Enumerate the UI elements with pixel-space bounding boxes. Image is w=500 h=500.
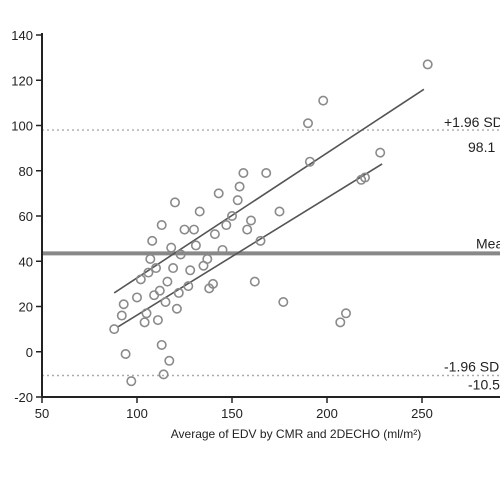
data-point — [375, 147, 386, 158]
data-point — [149, 290, 160, 301]
data-point — [340, 308, 351, 319]
data-point — [141, 308, 152, 319]
data-point — [170, 197, 181, 208]
regression-lines-layer — [113, 88, 425, 328]
y-tick-label: 140 — [11, 28, 33, 43]
data-point — [166, 242, 177, 253]
data-point — [143, 267, 154, 278]
data-point — [335, 317, 346, 328]
y-tick-label: 60 — [19, 209, 33, 224]
data-point — [261, 168, 272, 179]
data-point — [189, 224, 200, 235]
data-point — [221, 220, 232, 231]
data-point — [209, 229, 220, 240]
data-point — [249, 276, 260, 287]
data-point — [126, 376, 137, 387]
axes-layer: -20 0 20 40 60 80 100 120 140 50 100 150 200 250 — [11, 28, 500, 421]
data-point — [185, 265, 196, 276]
data-point — [132, 292, 143, 303]
data-point — [147, 235, 158, 246]
data-point — [183, 281, 194, 292]
data-point — [217, 244, 228, 255]
data-point — [162, 276, 173, 287]
data-point — [154, 285, 165, 296]
lower-loa-value: -10.5 — [468, 377, 500, 393]
data-point — [194, 206, 205, 217]
data-point — [246, 215, 257, 226]
lower-loa-label: -1.96 SD — [444, 359, 499, 375]
data-point — [160, 296, 171, 307]
data-point — [158, 369, 169, 380]
data-point — [318, 95, 329, 106]
regression-line-2 — [117, 163, 383, 328]
data-point — [156, 220, 167, 231]
y-tick-label: 20 — [19, 300, 33, 315]
data-point — [109, 324, 120, 335]
x-tick-label: 200 — [316, 406, 338, 421]
upper-loa-value: 98.1 — [468, 139, 495, 155]
x-tick-label: 150 — [221, 406, 243, 421]
data-point — [179, 224, 190, 235]
data-point — [208, 278, 219, 289]
x-tick-label: 50 — [35, 406, 49, 421]
data-point — [171, 303, 182, 314]
y-tick-label: 0 — [26, 345, 33, 360]
data-point — [173, 287, 184, 298]
x-axis-title: Average of EDV by CMR and 2DECHO (ml/m²) — [171, 427, 422, 441]
data-point — [118, 299, 129, 310]
data-point — [120, 349, 131, 360]
data-point — [202, 253, 213, 264]
x-tick-label: 100 — [126, 406, 148, 421]
y-tick-label: 80 — [19, 164, 33, 179]
data-point — [302, 118, 313, 129]
y-tick-label: 40 — [19, 254, 33, 269]
regression-line-1 — [113, 88, 425, 294]
data-point — [168, 263, 179, 274]
mean-label: Mean — [476, 235, 500, 251]
data-point — [152, 315, 163, 326]
data-point — [232, 195, 243, 206]
data-point — [238, 168, 249, 179]
data-point — [145, 253, 156, 264]
data-point — [175, 249, 186, 260]
data-point — [304, 156, 315, 167]
data-point — [234, 181, 245, 192]
data-point — [255, 235, 266, 246]
data-point — [213, 188, 224, 199]
data-point — [151, 263, 162, 274]
data-point — [164, 355, 175, 366]
data-point — [135, 274, 146, 285]
data-point — [274, 206, 285, 217]
upper-loa-label: +1.96 SD — [444, 114, 500, 130]
data-point — [422, 59, 433, 70]
data-point — [116, 310, 127, 321]
data-point — [242, 224, 253, 235]
data-point — [227, 211, 238, 222]
data-point — [359, 172, 370, 183]
data-point — [278, 296, 289, 307]
y-tick-label: 120 — [11, 73, 33, 88]
data-points-layer — [109, 59, 433, 387]
data-point — [156, 339, 167, 350]
y-tick-label: -20 — [14, 390, 33, 405]
data-point — [190, 240, 201, 251]
y-tick-label: 100 — [11, 119, 33, 134]
data-point — [139, 317, 150, 328]
limits-of-agreement-layer — [42, 129, 500, 377]
x-tick-label: 250 — [411, 406, 433, 421]
